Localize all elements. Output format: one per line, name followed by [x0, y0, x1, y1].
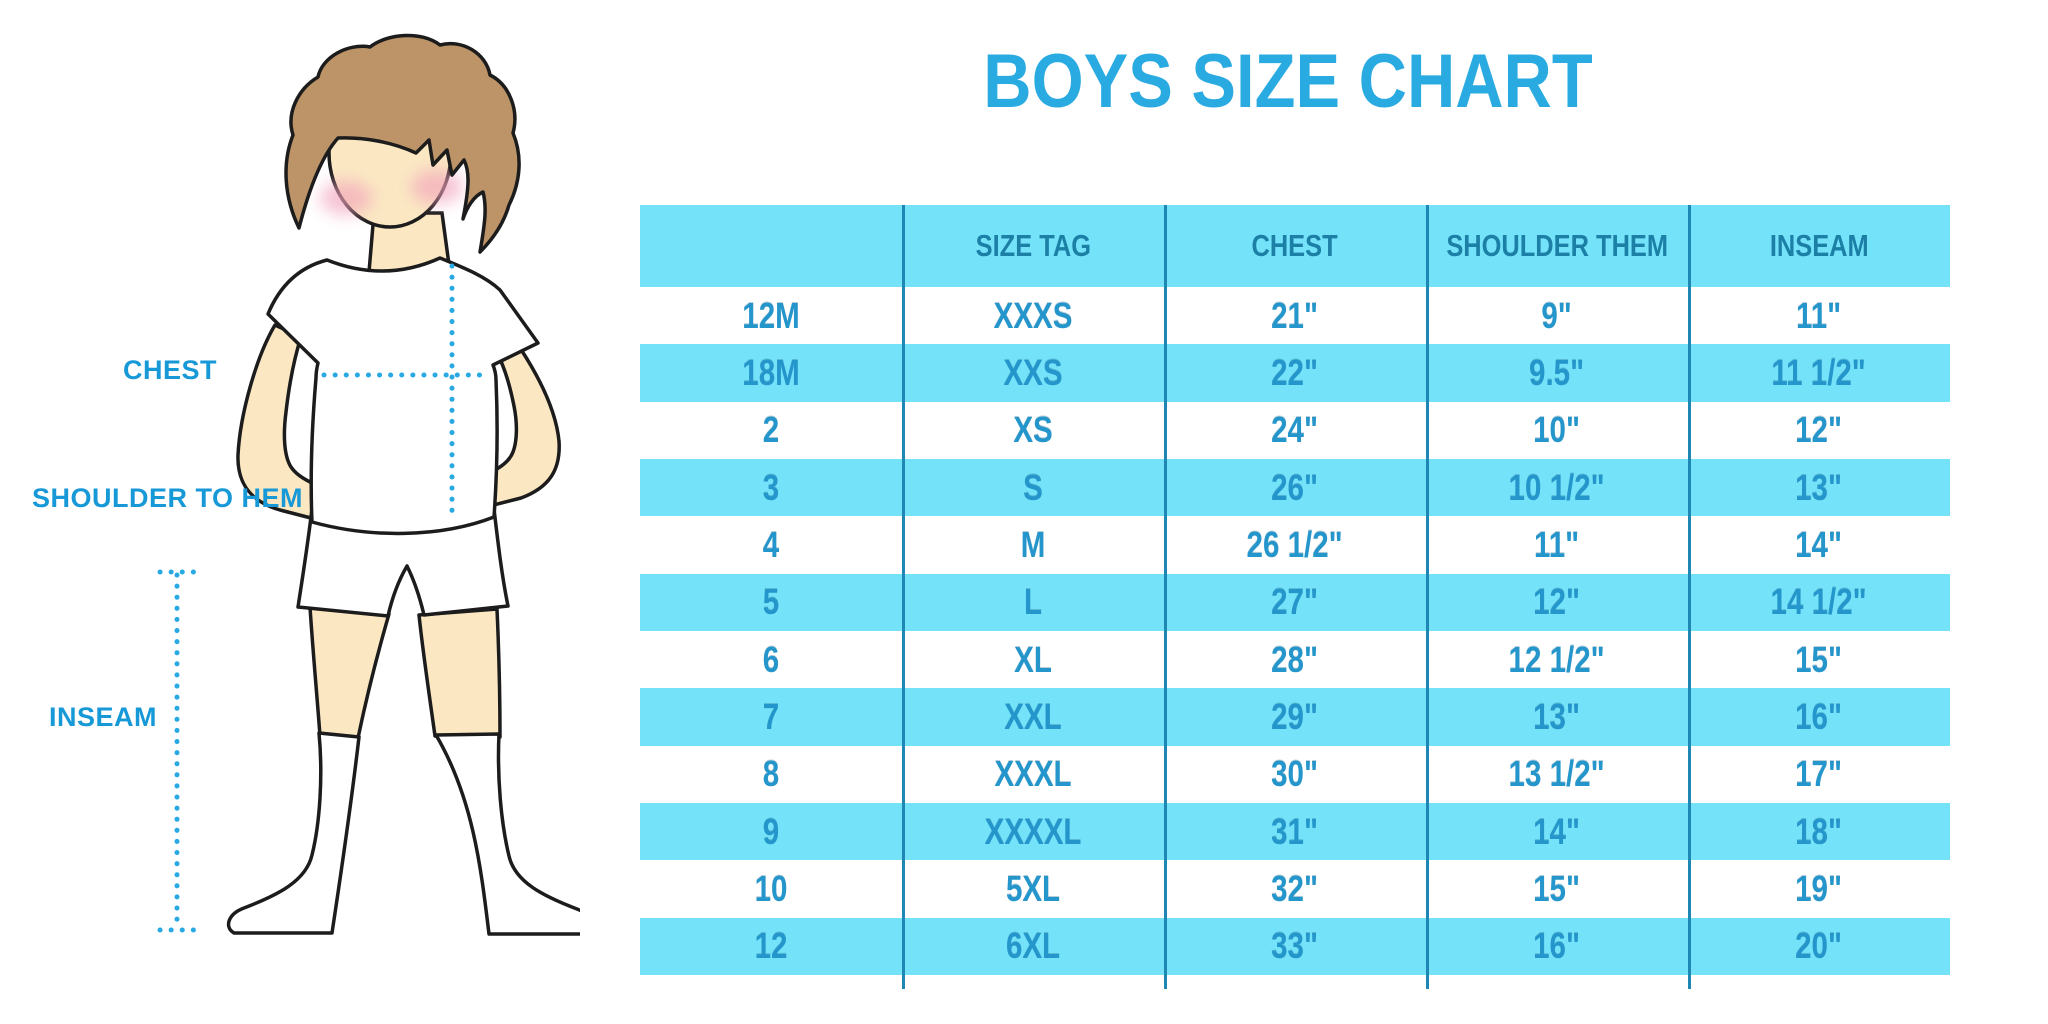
table-cell: XS — [1013, 409, 1053, 451]
table-cell: XXXL — [994, 753, 1072, 795]
table-header-cell-shoulder: SHOULDER THEM — [1446, 228, 1668, 263]
table-header-cell-chest: CHEST — [1251, 228, 1339, 263]
table-cell: 10" — [1533, 409, 1581, 451]
table-cell: 9" — [1541, 294, 1573, 336]
chest-label: CHEST — [122, 355, 217, 385]
table-cell: S — [1023, 466, 1043, 508]
column-divider — [1688, 205, 1691, 989]
table-cell: 13" — [1795, 466, 1843, 508]
table-cell: M — [1020, 523, 1046, 565]
boy-hair — [284, 33, 521, 254]
table-row: 4 M 26 1/2" 11" 14" — [640, 516, 1950, 573]
blush-left — [320, 181, 372, 215]
table-cell: 16" — [1533, 925, 1581, 967]
table-cell: 12 1/2" — [1508, 638, 1606, 680]
table-cell: 12" — [1795, 409, 1843, 451]
table-cell: 13" — [1533, 695, 1581, 737]
table-cell: 26 1/2" — [1246, 523, 1344, 565]
table-row: 6 XL 28" 12 1/2" 15" — [640, 631, 1950, 688]
table-header-cell-size-tag: SIZE TAG — [975, 228, 1091, 263]
boy-head — [284, 33, 521, 254]
table-cell: 18M — [742, 351, 800, 393]
table-cell: XXXXL — [984, 810, 1082, 852]
table-cell: 8 — [762, 753, 780, 795]
table-row: 18M XXS 22" 9.5" 11 1/2" — [640, 344, 1950, 402]
table-cell: 20" — [1795, 925, 1843, 967]
table-cell: 6XL — [1005, 925, 1061, 967]
table-cell: XXS — [1003, 351, 1063, 393]
table-row: 12 6XL 33" 16" 20" — [640, 917, 1950, 975]
table-cell: 26" — [1271, 466, 1319, 508]
table-row: 7 XXL 29" 13" 16" — [640, 688, 1950, 746]
blush-right — [411, 170, 463, 204]
boy-shorts — [296, 507, 510, 618]
table-cell: 9.5" — [1529, 351, 1585, 393]
table-cell: 22" — [1271, 351, 1319, 393]
table-cell: 5 — [762, 581, 780, 623]
table-header-cell-inseam: INSEAM — [1769, 228, 1869, 263]
column-divider — [1426, 205, 1429, 989]
table-cell: 18" — [1795, 810, 1843, 852]
table-cell: XXL — [1004, 695, 1062, 737]
table-cell: 5XL — [1005, 867, 1061, 909]
table-cell: 12 — [754, 925, 788, 967]
table-body: 12M XXXS 21" 9" 11" 18M XXS 22" 9.5" 11 1/2" 2 XS 24… — [640, 287, 1950, 975]
table-row: 12M XXXS 21" 9" 11" — [640, 287, 1950, 344]
column-divider — [902, 205, 905, 989]
table-cell: 32" — [1271, 867, 1319, 909]
table-cell: 4 — [762, 523, 780, 565]
table-cell: 14" — [1533, 810, 1581, 852]
table-cell: 13 1/2" — [1508, 753, 1606, 795]
table-cell: 3 — [762, 466, 780, 508]
table-cell: 14" — [1795, 523, 1843, 565]
table-cell: 17" — [1795, 753, 1843, 795]
table-cell: L — [1023, 581, 1043, 623]
table-cell: 15" — [1533, 867, 1581, 909]
size-table: SIZE TAG CHEST SHOULDER THEM INSEAM 12M X… — [640, 205, 1950, 989]
table-row: 10 5XL 32" 15" 19" — [640, 860, 1950, 917]
table-cell: 16" — [1795, 695, 1843, 737]
table-cell: 15" — [1795, 638, 1843, 680]
table-cell: 24" — [1271, 409, 1319, 451]
page-title: BOYS SIZE CHART — [983, 39, 1593, 124]
table-cell: 31" — [1271, 810, 1319, 852]
table-row: 3 S 26" 10 1/2" 13" — [640, 458, 1950, 517]
table-header-row: SIZE TAG CHEST SHOULDER THEM INSEAM — [640, 205, 1950, 287]
table-cell: XL — [1014, 638, 1052, 680]
table-cell: 12" — [1533, 581, 1581, 623]
table-cell: 11" — [1796, 294, 1842, 336]
table-cell: 27" — [1271, 581, 1319, 623]
table-cell: 11 1/2" — [1771, 351, 1867, 393]
table-cell: 12M — [742, 294, 800, 336]
table-cell: 11" — [1534, 523, 1580, 565]
table-cell: 30" — [1271, 753, 1319, 795]
table-cell: 33" — [1271, 925, 1319, 967]
boy-illustration — [157, 33, 580, 936]
table-cell: 29" — [1271, 695, 1319, 737]
table-cell: XXXS — [993, 294, 1073, 336]
table-cell: 9 — [762, 810, 780, 852]
table-row: 9 XXXXL 31" 14" 18" — [640, 802, 1950, 861]
table-header-cell-size — [640, 205, 902, 287]
table-row: 5 L 27" 12" 14 1/2" — [640, 573, 1950, 631]
table-row: 8 XXXL 30" 13 1/2" 17" — [640, 746, 1950, 803]
boy-legs — [226, 605, 580, 936]
inseam-label: INSEAM — [48, 702, 157, 732]
column-divider — [1164, 205, 1167, 989]
table-cell: 21" — [1271, 294, 1319, 336]
table-cell: 28" — [1271, 638, 1319, 680]
shoulder-to-hem-label: SHOULDER TO HEM — [31, 483, 303, 513]
table-cell: 2 — [762, 409, 780, 451]
table-cell: 10 — [754, 867, 788, 909]
table-cell: 10 1/2" — [1508, 466, 1606, 508]
table-row: 2 XS 24" 10" 12" — [640, 402, 1950, 459]
table-cell: 7 — [762, 695, 780, 737]
table-cell: 6 — [762, 638, 780, 680]
boy-shirt — [266, 256, 540, 536]
table-cell: 14 1/2" — [1770, 581, 1868, 623]
table-cell: 19" — [1795, 867, 1843, 909]
